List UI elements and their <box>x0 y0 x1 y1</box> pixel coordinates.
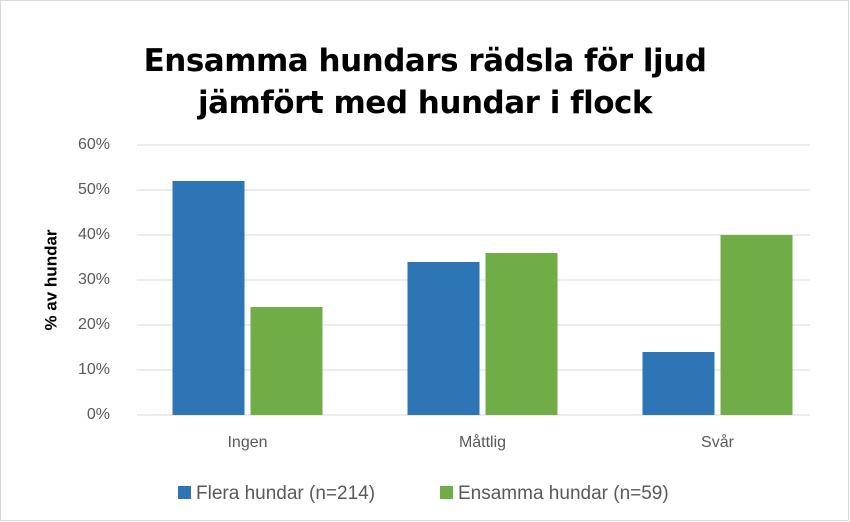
legend-label: Ensamma hundar (n=59) <box>458 483 669 504</box>
legend-label: Flera hundar (n=214) <box>196 483 375 504</box>
bar <box>720 235 793 415</box>
y-tick-label: 10% <box>78 361 110 378</box>
y-tick-label: 50% <box>78 181 110 198</box>
bar <box>485 253 558 415</box>
y-tick-label: 30% <box>78 271 110 288</box>
y-axis-label: % av hundar <box>41 229 60 330</box>
y-tick-label: 20% <box>78 316 110 333</box>
bar <box>642 352 715 415</box>
chart-title: Ensamma hundars rädsla för ljud jämfört … <box>143 43 707 121</box>
bar <box>407 262 480 415</box>
x-tick-label: Ingen <box>227 434 267 451</box>
legend-swatch <box>440 486 453 499</box>
y-tick-label: 60% <box>78 136 110 153</box>
legend-swatch <box>178 486 191 499</box>
bar <box>250 307 323 415</box>
x-tick-label: Svår <box>701 433 735 451</box>
x-tick-label: Måttlig <box>459 433 506 451</box>
y-tick-label: 40% <box>78 226 110 243</box>
bar <box>172 181 245 415</box>
y-tick-label: 0% <box>87 406 110 423</box>
